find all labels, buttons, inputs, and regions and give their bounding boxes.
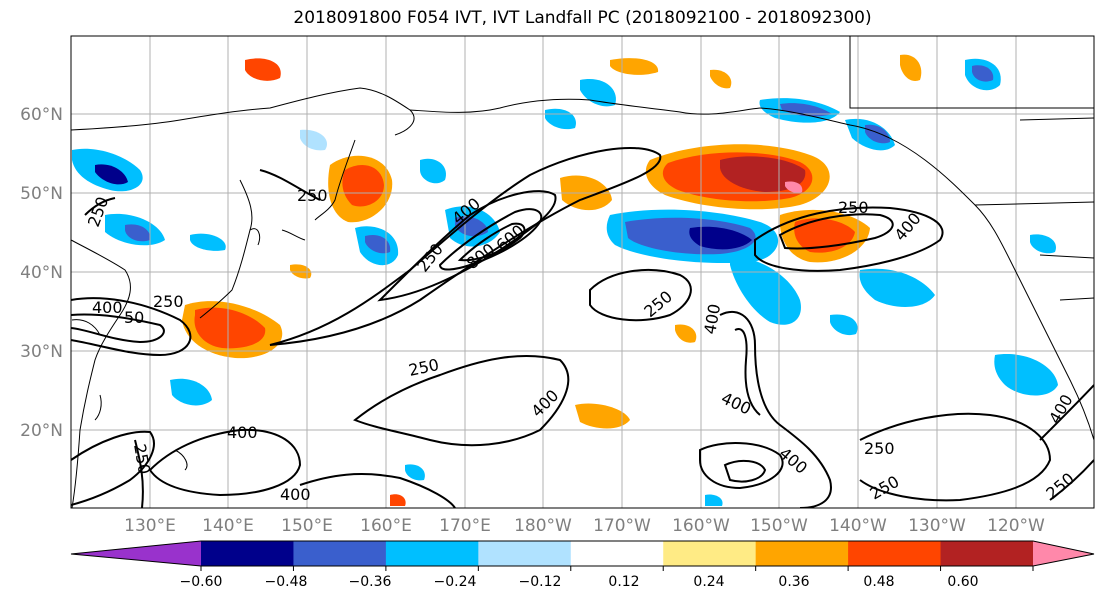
lat-label-50n: 50°N xyxy=(20,184,63,204)
lon-label: 170°W xyxy=(593,516,651,536)
colorbar-extend-min xyxy=(71,541,201,566)
lon-label: 150°W xyxy=(750,516,808,536)
colorbar-segment xyxy=(570,541,664,566)
contour-labels: 250 250 250 250 250 250 250 250 250 250 … xyxy=(84,186,1078,504)
colorbar-tick-label: 0.12 xyxy=(608,574,639,590)
contour-label: 400 xyxy=(227,423,258,442)
colorbar-tick-label: 0.36 xyxy=(778,574,809,590)
map-title: 2018091800 F054 IVT, IVT Landfall PC (20… xyxy=(293,8,872,28)
lat-label-60n: 60°N xyxy=(20,105,63,125)
lon-label: 120°W xyxy=(987,516,1045,536)
contour-label: 250 xyxy=(153,292,184,311)
contour-label: 50 xyxy=(124,308,144,327)
colorbar-tick-label: −0.36 xyxy=(349,574,392,590)
colorbar-tick-label: −0.48 xyxy=(265,574,308,590)
contour-label: 400 xyxy=(280,485,311,504)
map-frame xyxy=(70,35,1095,509)
lon-label: 130°E xyxy=(124,516,176,536)
colorbar-segment xyxy=(385,541,479,566)
lon-label: 160°E xyxy=(360,516,412,536)
contour-label: 250 xyxy=(864,439,895,458)
colorbar-tick-label: 0.60 xyxy=(947,574,978,590)
colorbar-segment xyxy=(663,541,757,566)
lat-label-40n: 40°N xyxy=(20,263,63,283)
colorbar-segment xyxy=(940,541,1034,566)
colorbar-segment xyxy=(848,541,942,566)
colorbar-segment xyxy=(755,541,849,566)
ivt-contours xyxy=(71,146,1094,508)
contour-label: 400 xyxy=(92,298,123,317)
latitude-labels: 60°N 50°N 40°N 30°N 20°N xyxy=(20,105,63,441)
colorbar-tick-label: −0.60 xyxy=(180,574,223,590)
coastlines xyxy=(71,36,1094,508)
lon-label: 180°W xyxy=(514,516,572,536)
colorbar-segment xyxy=(201,541,294,566)
longitude-labels: 130°E 140°E 150°E 160°E 170°E 180°W 170°… xyxy=(124,516,1045,536)
lat-label-20n: 20°N xyxy=(20,421,63,441)
lon-label: 150°E xyxy=(281,516,333,536)
lon-label: 160°W xyxy=(672,516,730,536)
colorbar-tick-label: 0.24 xyxy=(693,574,724,590)
colorbar-extend-max xyxy=(1033,541,1094,566)
lon-label: 140°E xyxy=(202,516,254,536)
colorbar-tick-label: 0.48 xyxy=(863,574,894,590)
lon-label: 140°W xyxy=(829,516,887,536)
lon-label: 130°W xyxy=(908,516,966,536)
colorbar: −0.60 −0.48 −0.36 −0.24 −0.12 0.12 0.24 … xyxy=(70,540,1095,590)
lat-label-30n: 30°N xyxy=(20,342,63,362)
colorbar-segment xyxy=(293,541,387,566)
colorbar-tick-label: −0.12 xyxy=(519,574,562,590)
contour-label: 250 xyxy=(297,186,328,205)
contour-label: 250 xyxy=(838,198,869,217)
colorbar-segment xyxy=(478,541,572,566)
colorbar-tick-label: −0.24 xyxy=(434,574,477,590)
lon-label: 170°E xyxy=(439,516,491,536)
